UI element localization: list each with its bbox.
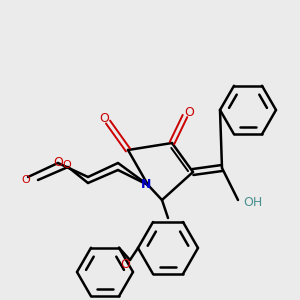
Text: OH: OH — [243, 196, 262, 209]
Text: O: O — [120, 259, 130, 272]
Text: N: N — [141, 178, 151, 191]
Text: O: O — [184, 106, 194, 118]
Text: O: O — [63, 160, 71, 170]
Text: O: O — [53, 155, 63, 169]
Text: O: O — [21, 175, 30, 185]
Text: O: O — [99, 112, 109, 124]
